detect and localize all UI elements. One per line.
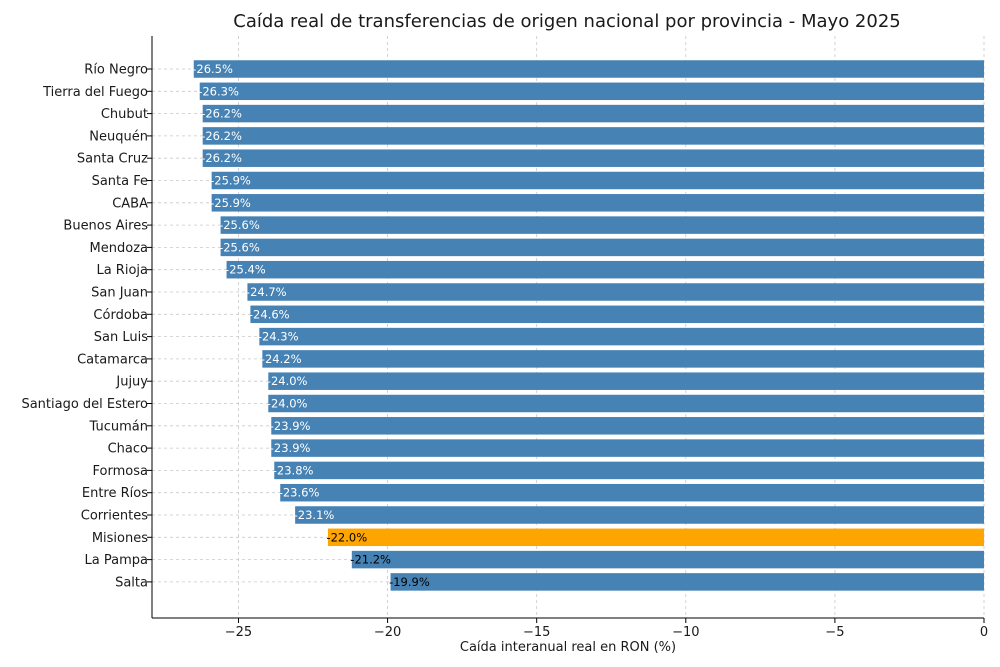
- x-tick-label: −10: [672, 625, 699, 640]
- bar: [220, 238, 984, 257]
- bar: [193, 60, 985, 78]
- category-label: Misiones: [92, 531, 148, 546]
- category-label: CABA: [112, 196, 148, 211]
- category-label: La Pampa: [85, 553, 148, 568]
- bar: [351, 550, 984, 569]
- x-axis-ticks: −25 −20 −15 −10 −5 0: [225, 618, 988, 640]
- category-label: Jujuy: [115, 375, 148, 390]
- data-label: -22.0%: [326, 530, 367, 544]
- category-label: La Rioja: [96, 263, 148, 278]
- category-label: Catamarca: [77, 352, 148, 367]
- data-label: -23.6%: [279, 486, 320, 500]
- category-label: Chubut: [101, 107, 148, 122]
- category-label: Tierra del Fuego: [42, 85, 148, 100]
- chart-title: Caída real de transferencias de origen n…: [233, 11, 901, 32]
- data-label: -25.6%: [219, 240, 260, 254]
- bar: [280, 483, 985, 502]
- category-label: San Luis: [94, 330, 148, 345]
- data-label: -25.6%: [219, 218, 260, 232]
- data-label: -23.8%: [273, 463, 314, 477]
- category-label: Santiago del Estero: [21, 397, 148, 412]
- data-label: -26.3%: [198, 84, 239, 98]
- data-labels: -26.5% -26.3% -26.2% -26.2% -26.2% -25.9% -25.…: [192, 62, 430, 589]
- category-labels: Río Negro Tierra del Fuego Chubut Neuquén Sa…: [21, 63, 152, 590]
- data-label: -19.9%: [389, 575, 430, 589]
- data-label: -23.9%: [270, 419, 311, 433]
- category-label: Chaco: [108, 442, 148, 457]
- category-label: Santa Fe: [92, 174, 148, 189]
- bar: [226, 260, 984, 279]
- category-label: Córdoba: [93, 308, 148, 323]
- bar: [259, 327, 984, 346]
- data-label: -25.9%: [210, 196, 251, 210]
- data-label: -23.9%: [270, 441, 311, 455]
- data-label: -24.3%: [258, 330, 299, 344]
- category-label: Neuquén: [89, 129, 148, 144]
- data-label: -26.2%: [201, 151, 242, 165]
- data-label: -24.0%: [267, 397, 308, 411]
- bar: [274, 461, 984, 480]
- category-label: Tucumán: [89, 419, 148, 434]
- category-label: San Juan: [91, 286, 148, 301]
- category-label: Salta: [115, 575, 148, 590]
- category-label: Corrientes: [81, 509, 148, 524]
- data-label: -24.6%: [249, 307, 290, 321]
- data-label: -24.0%: [267, 374, 308, 388]
- bar: [202, 149, 985, 167]
- bar: [202, 104, 985, 123]
- category-label: Mendoza: [90, 241, 148, 256]
- category-label: Formosa: [93, 464, 148, 479]
- bar: [271, 439, 984, 457]
- category-label: Buenos Aires: [63, 219, 148, 234]
- category-label: Entre Ríos: [82, 486, 148, 501]
- bar: [295, 506, 984, 524]
- data-label: -26.2%: [201, 107, 242, 121]
- data-label: -25.9%: [210, 174, 251, 188]
- bar: [250, 305, 985, 324]
- data-label: -26.5%: [192, 62, 233, 76]
- data-label: -24.2%: [261, 352, 302, 366]
- bar: [199, 82, 984, 101]
- x-tick-label: −25: [225, 625, 252, 640]
- bar: [268, 394, 984, 413]
- bar: [262, 350, 984, 368]
- data-label: -26.2%: [201, 129, 242, 143]
- bar: [211, 171, 984, 190]
- bars: [193, 60, 985, 591]
- x-axis-label: Caída interanual real en RON (%): [460, 640, 676, 655]
- x-tick-label: 0: [980, 625, 988, 640]
- bar: [327, 528, 985, 547]
- data-label: -24.7%: [246, 285, 287, 299]
- data-label: -23.1%: [294, 508, 335, 522]
- data-label: -21.2%: [350, 553, 391, 567]
- x-tick-label: −15: [523, 625, 550, 640]
- data-label: -25.4%: [225, 263, 266, 277]
- x-tick-label: −5: [825, 625, 844, 640]
- category-label: Río Negro: [84, 63, 148, 78]
- bar: [390, 573, 985, 591]
- x-tick-label: −20: [374, 625, 401, 640]
- bar: [202, 127, 985, 145]
- category-label: Santa Cruz: [77, 152, 148, 167]
- bar: [271, 417, 984, 435]
- bar: [247, 283, 985, 301]
- bar: [211, 194, 984, 212]
- bar: [268, 372, 984, 390]
- bar: [220, 216, 984, 234]
